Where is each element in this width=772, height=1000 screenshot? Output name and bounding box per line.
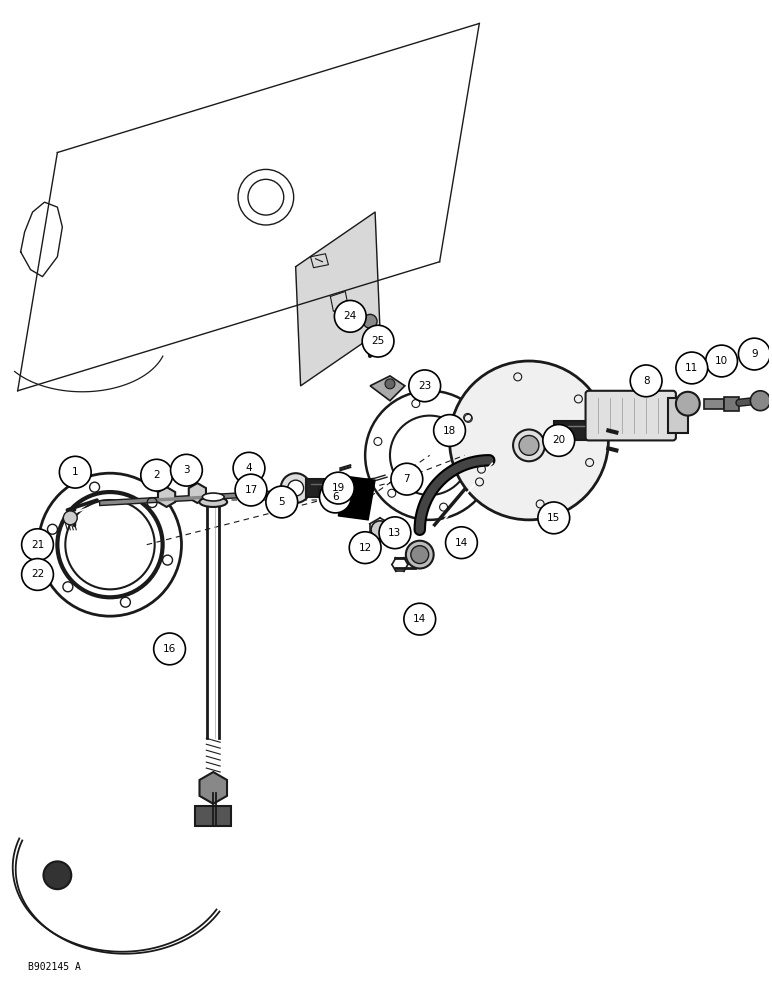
Text: 8: 8 xyxy=(643,376,649,386)
Circle shape xyxy=(288,480,303,496)
Text: 1: 1 xyxy=(72,467,79,477)
Text: 18: 18 xyxy=(443,426,456,436)
Text: 12: 12 xyxy=(358,543,372,553)
Circle shape xyxy=(411,546,428,564)
Text: 11: 11 xyxy=(686,363,699,373)
Text: 20: 20 xyxy=(552,435,565,445)
Circle shape xyxy=(409,370,441,402)
Circle shape xyxy=(538,502,570,534)
Circle shape xyxy=(404,603,435,635)
Text: 9: 9 xyxy=(751,349,757,359)
Bar xyxy=(195,806,231,826)
Circle shape xyxy=(171,454,202,486)
Text: 13: 13 xyxy=(388,528,401,538)
Polygon shape xyxy=(364,336,376,350)
Circle shape xyxy=(349,532,381,564)
Text: 19: 19 xyxy=(332,483,345,493)
Polygon shape xyxy=(189,483,206,503)
Circle shape xyxy=(362,325,394,357)
Circle shape xyxy=(43,861,71,889)
Bar xyxy=(704,399,723,409)
Text: 10: 10 xyxy=(715,356,728,366)
Text: 17: 17 xyxy=(245,485,258,495)
Text: B902145 A: B902145 A xyxy=(28,962,80,972)
Text: 2: 2 xyxy=(154,470,160,480)
Bar xyxy=(554,421,588,440)
Circle shape xyxy=(363,314,377,328)
Text: 3: 3 xyxy=(183,465,190,475)
Circle shape xyxy=(29,574,39,584)
Circle shape xyxy=(406,541,434,569)
Polygon shape xyxy=(338,476,375,520)
Circle shape xyxy=(630,365,662,397)
Circle shape xyxy=(379,517,411,549)
Circle shape xyxy=(323,472,354,504)
Text: 24: 24 xyxy=(344,311,357,321)
Circle shape xyxy=(750,391,770,411)
Text: 22: 22 xyxy=(31,569,44,579)
Polygon shape xyxy=(158,487,175,507)
Circle shape xyxy=(235,474,267,506)
Text: 16: 16 xyxy=(163,644,176,654)
Text: 5: 5 xyxy=(279,497,285,507)
Circle shape xyxy=(739,338,770,370)
Circle shape xyxy=(519,435,539,455)
Text: 14: 14 xyxy=(455,538,468,548)
Circle shape xyxy=(22,529,53,561)
Circle shape xyxy=(543,425,574,456)
Circle shape xyxy=(391,463,423,495)
Text: 4: 4 xyxy=(245,463,252,473)
Circle shape xyxy=(334,300,366,332)
Circle shape xyxy=(59,456,91,488)
Circle shape xyxy=(266,486,298,518)
Circle shape xyxy=(29,560,39,569)
Bar xyxy=(723,397,740,411)
Text: 7: 7 xyxy=(404,474,410,484)
Circle shape xyxy=(63,511,77,525)
Circle shape xyxy=(371,521,389,539)
Text: 6: 6 xyxy=(332,492,339,502)
Circle shape xyxy=(513,430,545,461)
Circle shape xyxy=(676,352,708,384)
Ellipse shape xyxy=(199,497,227,507)
Text: 15: 15 xyxy=(547,513,560,523)
FancyBboxPatch shape xyxy=(585,391,676,440)
Circle shape xyxy=(676,392,699,416)
Polygon shape xyxy=(370,376,405,401)
Circle shape xyxy=(320,481,351,513)
Circle shape xyxy=(22,559,53,590)
Circle shape xyxy=(281,473,310,503)
Bar xyxy=(306,479,345,497)
Polygon shape xyxy=(239,480,259,502)
Text: 25: 25 xyxy=(371,336,384,346)
Bar xyxy=(668,398,688,433)
Circle shape xyxy=(385,379,395,389)
Ellipse shape xyxy=(202,493,224,501)
Circle shape xyxy=(233,452,265,484)
Circle shape xyxy=(449,361,608,520)
Polygon shape xyxy=(296,212,380,386)
Circle shape xyxy=(706,345,737,377)
Text: 14: 14 xyxy=(413,614,426,624)
Text: 21: 21 xyxy=(31,540,44,550)
Circle shape xyxy=(445,527,477,559)
Circle shape xyxy=(434,415,466,446)
Text: 23: 23 xyxy=(418,381,432,391)
Circle shape xyxy=(141,459,173,491)
Circle shape xyxy=(154,633,185,665)
